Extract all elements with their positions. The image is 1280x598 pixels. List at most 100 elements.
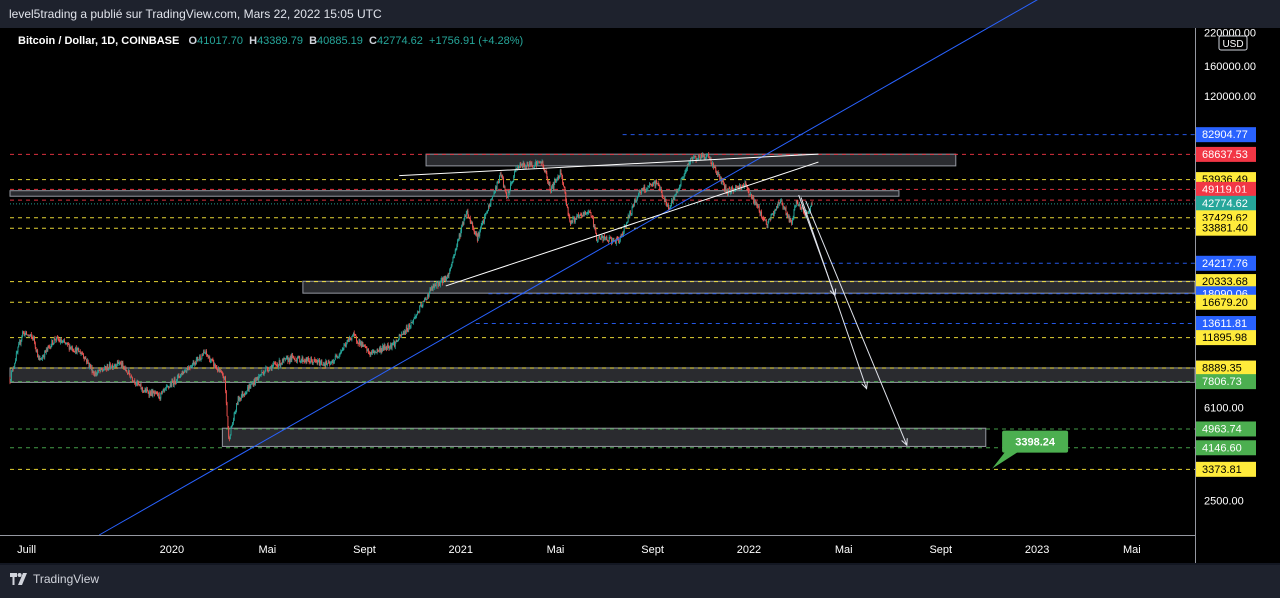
candle: [145, 387, 147, 394]
candle: [224, 376, 226, 381]
candle: [515, 165, 517, 173]
open-key: O: [188, 35, 198, 47]
candle: [94, 370, 96, 377]
candle: [569, 214, 571, 223]
candle: [371, 349, 373, 356]
candle: [300, 360, 301, 364]
price-label-text-5: 42774.62: [1202, 198, 1248, 210]
y-tick-label-2: 120000.00: [1204, 91, 1256, 103]
candle: [207, 355, 209, 360]
candle: [687, 162, 689, 167]
candle: [335, 354, 337, 357]
candle: [49, 344, 50, 349]
candle: [461, 221, 463, 228]
candle: [359, 338, 361, 347]
candle: [312, 362, 314, 366]
candle: [128, 369, 130, 376]
candle: [416, 310, 418, 316]
candle: [792, 215, 794, 221]
candle: [479, 229, 481, 239]
candle: [67, 342, 69, 346]
candle: [501, 174, 503, 179]
candle: [769, 218, 771, 222]
candle: [498, 180, 500, 184]
candle: [544, 169, 546, 173]
candle: [180, 373, 181, 379]
candle: [622, 231, 624, 236]
price-label-15: 7806.73: [1196, 374, 1256, 390]
candle: [645, 189, 646, 193]
candle: [251, 381, 253, 385]
candle: [539, 161, 541, 164]
candle: [229, 434, 231, 440]
tradingview-logo[interactable]: TradingView: [10, 572, 99, 586]
candle: [69, 344, 71, 351]
candle: [686, 167, 688, 173]
candle: [185, 370, 187, 373]
candle: [348, 337, 350, 343]
candle: [142, 390, 144, 394]
candle: [439, 280, 441, 288]
candle: [642, 187, 644, 191]
candle: [659, 184, 661, 191]
candle: [706, 153, 708, 157]
candle: [609, 236, 611, 240]
candle: [595, 227, 597, 234]
candle: [739, 183, 741, 188]
candle: [255, 377, 256, 386]
candle: [323, 362, 325, 367]
candle: [150, 390, 151, 397]
candle: [217, 368, 219, 373]
candle: [146, 387, 148, 392]
candle: [759, 210, 761, 217]
candle: [326, 360, 328, 365]
candle: [382, 343, 384, 352]
candle: [560, 169, 562, 175]
candle: [394, 340, 395, 348]
x-tick-label-7: 2022: [737, 544, 761, 556]
candle: [783, 205, 785, 210]
candle: [76, 347, 78, 355]
symbol-title[interactable]: Bitcoin / Dollar, 1D, COINBASE: [18, 35, 180, 47]
candle: [269, 366, 271, 371]
price-label-18: 3373.81: [1196, 461, 1256, 477]
candle: [72, 349, 74, 353]
candle: [111, 364, 113, 369]
candle: [679, 184, 680, 192]
candle: [259, 373, 261, 377]
candle: [639, 189, 641, 193]
currency-label: USD: [1222, 39, 1243, 50]
candle: [769, 217, 770, 220]
candle: [507, 190, 509, 200]
candle: [179, 376, 181, 378]
candle: [596, 232, 598, 242]
candle: [345, 342, 347, 348]
candle: [593, 223, 595, 229]
candle: [130, 376, 132, 380]
candle: [98, 369, 100, 372]
candle: [697, 154, 699, 161]
candle: [19, 339, 20, 346]
candle: [71, 345, 73, 352]
candle: [287, 355, 289, 365]
candle: [85, 356, 87, 360]
candle: [495, 185, 497, 192]
candle: [488, 203, 490, 209]
candle: [703, 155, 705, 160]
candle: [96, 372, 98, 377]
candle: [748, 188, 750, 198]
candle: [415, 315, 417, 319]
close-value: 42774.62: [377, 35, 423, 47]
candle: [372, 349, 374, 354]
candle: [266, 366, 268, 372]
candle: [409, 325, 411, 330]
candle: [123, 365, 125, 370]
candle: [511, 180, 513, 185]
candle: [601, 235, 603, 239]
candle: [678, 187, 680, 192]
candle: [336, 353, 338, 359]
candle: [338, 353, 340, 359]
candle: [442, 276, 444, 284]
candle: [645, 187, 647, 193]
